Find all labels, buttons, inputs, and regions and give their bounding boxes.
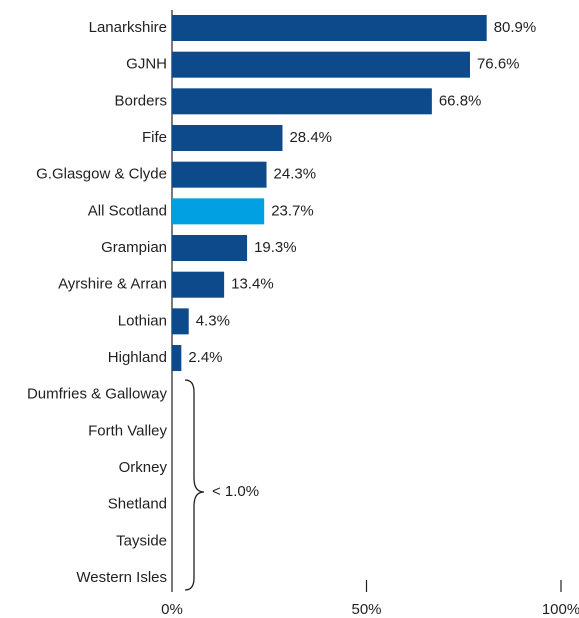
x-tick-label: 100%	[542, 601, 579, 618]
category-label: Dumfries & Galloway	[27, 386, 168, 403]
category-label: Highland	[108, 349, 167, 366]
value-label: 80.9%	[494, 19, 537, 36]
bar	[172, 88, 432, 115]
bar	[172, 125, 283, 152]
value-label: 28.4%	[289, 129, 332, 146]
bar	[172, 161, 267, 188]
bar	[172, 345, 182, 372]
value-label: 24.3%	[274, 166, 317, 183]
category-label: Lanarkshire	[89, 19, 167, 36]
category-label: Forth Valley	[88, 422, 167, 439]
value-label: 76.6%	[477, 56, 520, 73]
bar	[172, 271, 225, 298]
category-label: Fife	[142, 129, 167, 146]
category-label: Borders	[114, 92, 167, 109]
bar	[172, 198, 265, 225]
category-label: Orkney	[119, 459, 168, 476]
category-label: GJNH	[126, 56, 167, 73]
bar	[172, 308, 189, 335]
annotation: < 1.0%	[212, 483, 259, 500]
bar	[172, 51, 470, 78]
category-label: Shetland	[108, 496, 167, 513]
x-tick-label: 50%	[351, 601, 381, 618]
value-label: 66.8%	[439, 92, 482, 109]
category-label: Tayside	[116, 532, 167, 549]
value-label: 19.3%	[254, 239, 297, 256]
value-label: 23.7%	[271, 202, 314, 219]
category-label: Lothian	[118, 312, 167, 329]
value-label: 4.3%	[196, 312, 230, 329]
category-label: Western Isles	[76, 569, 167, 586]
category-label: All Scotland	[88, 202, 167, 219]
bar	[172, 15, 487, 41]
category-label: Grampian	[101, 239, 167, 256]
brace	[184, 379, 205, 591]
value-label: 13.4%	[231, 276, 274, 293]
category-label: G.Glasgow & Clyde	[36, 166, 167, 183]
x-tick-label: 0%	[161, 601, 183, 618]
value-label: 2.4%	[188, 349, 222, 366]
category-label: Ayrshire & Arran	[58, 276, 167, 293]
bar	[172, 235, 248, 262]
